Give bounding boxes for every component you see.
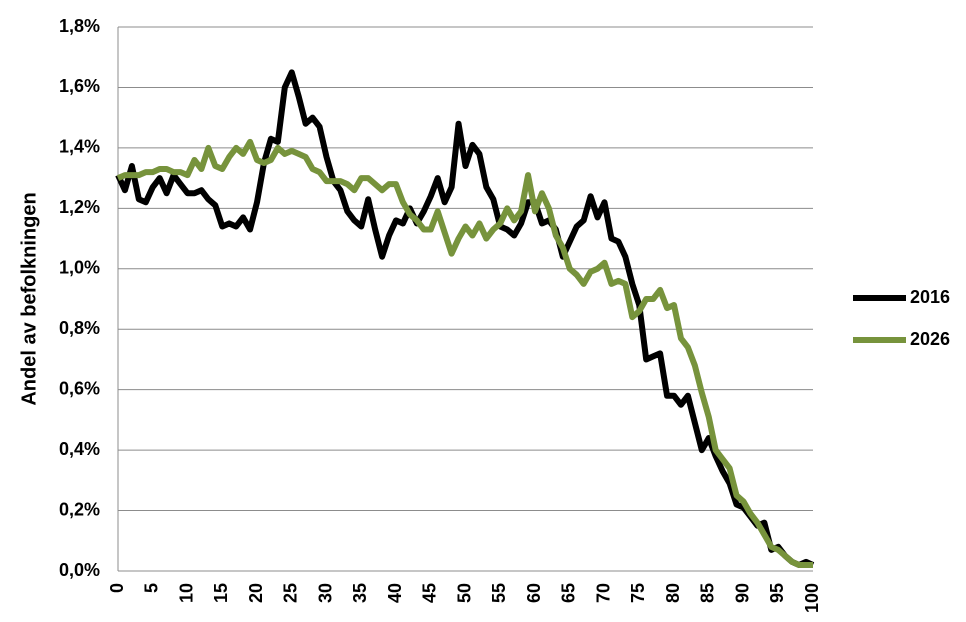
x-tick-label: 15 bbox=[211, 583, 231, 603]
x-tick-label: 90 bbox=[732, 583, 752, 603]
y-axis-label: Andel av befolkningen bbox=[18, 192, 40, 405]
x-tick-label: 100 bbox=[802, 583, 822, 613]
legend-label: 2016 bbox=[910, 287, 950, 307]
x-tick-label: 30 bbox=[315, 583, 335, 603]
y-tick-label: 1,4% bbox=[59, 137, 100, 157]
y-tick-label: 1,6% bbox=[59, 76, 100, 96]
y-tick-label: 1,8% bbox=[59, 16, 100, 36]
y-tick-label: 1,2% bbox=[59, 197, 100, 217]
x-tick-label: 5 bbox=[142, 583, 162, 593]
x-tick-label: 45 bbox=[420, 583, 440, 603]
line-series bbox=[115, 69, 815, 568]
y-tick-label: 0,8% bbox=[59, 318, 100, 338]
y-tick-label: 0,0% bbox=[59, 560, 100, 580]
x-tick-label: 35 bbox=[350, 583, 370, 603]
x-tick-label: 20 bbox=[246, 583, 266, 603]
x-tick-label: 25 bbox=[281, 583, 301, 603]
y-tick-label: 0,6% bbox=[59, 378, 100, 398]
x-tick-label: 0 bbox=[107, 583, 127, 593]
y-tick-label: 1,0% bbox=[59, 258, 100, 278]
x-tick-label: 85 bbox=[698, 583, 718, 603]
x-tick-label: 75 bbox=[628, 583, 648, 603]
x-tick-label: 60 bbox=[524, 583, 544, 603]
y-tick-label: 0,2% bbox=[59, 499, 100, 519]
x-tick-label: 80 bbox=[663, 583, 683, 603]
x-tick-label: 10 bbox=[176, 583, 196, 603]
legend-label: 2026 bbox=[910, 329, 950, 349]
x-tick-label: 65 bbox=[559, 583, 579, 603]
x-tick-label: 50 bbox=[454, 583, 474, 603]
x-tick-label: 95 bbox=[767, 583, 787, 603]
y-tick-label: 0,4% bbox=[59, 439, 100, 459]
x-tick-label: 70 bbox=[593, 583, 613, 603]
x-tick-label: 40 bbox=[385, 583, 405, 603]
x-tick-label: 55 bbox=[489, 583, 509, 603]
line-series bbox=[116, 138, 813, 568]
